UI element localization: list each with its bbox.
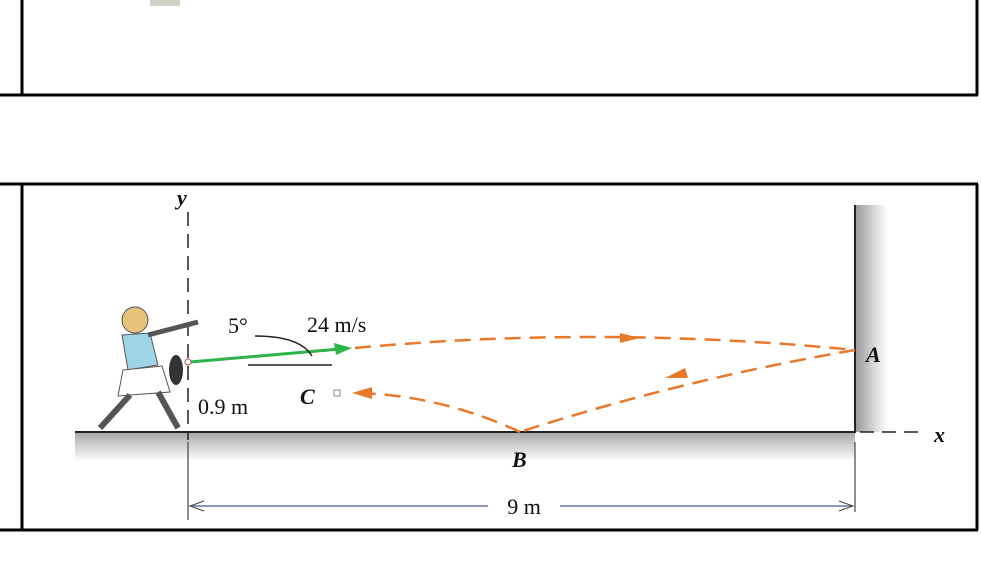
diagram-panel — [0, 182, 979, 532]
angle-label: 5° — [228, 313, 248, 338]
y-axis-label: y — [174, 185, 187, 210]
point-a-label: A — [864, 342, 881, 367]
point-c-label: C — [300, 384, 315, 409]
distance-label: 9 m — [507, 494, 541, 519]
trajectory-arrows — [352, 333, 688, 399]
velocity-arrowhead — [334, 343, 352, 355]
icon — [150, 0, 180, 6]
player — [97, 306, 199, 431]
trajectory — [354, 335, 856, 434]
speed-label: 24 m/s — [307, 312, 366, 337]
velocity-vector — [189, 347, 341, 364]
height-label: 0.9 m — [198, 394, 248, 419]
dimension-arrow — [838, 500, 855, 512]
top-panel — [0, 0, 979, 97]
point-c-marker — [333, 389, 341, 397]
dimension-arrow — [188, 500, 205, 512]
angle-arc — [254, 335, 313, 357]
wall-shade — [855, 205, 887, 432]
ground-shade — [75, 433, 855, 461]
ball — [184, 358, 192, 366]
point-b-label: B — [511, 447, 527, 472]
x-axis-label: x — [933, 422, 945, 447]
